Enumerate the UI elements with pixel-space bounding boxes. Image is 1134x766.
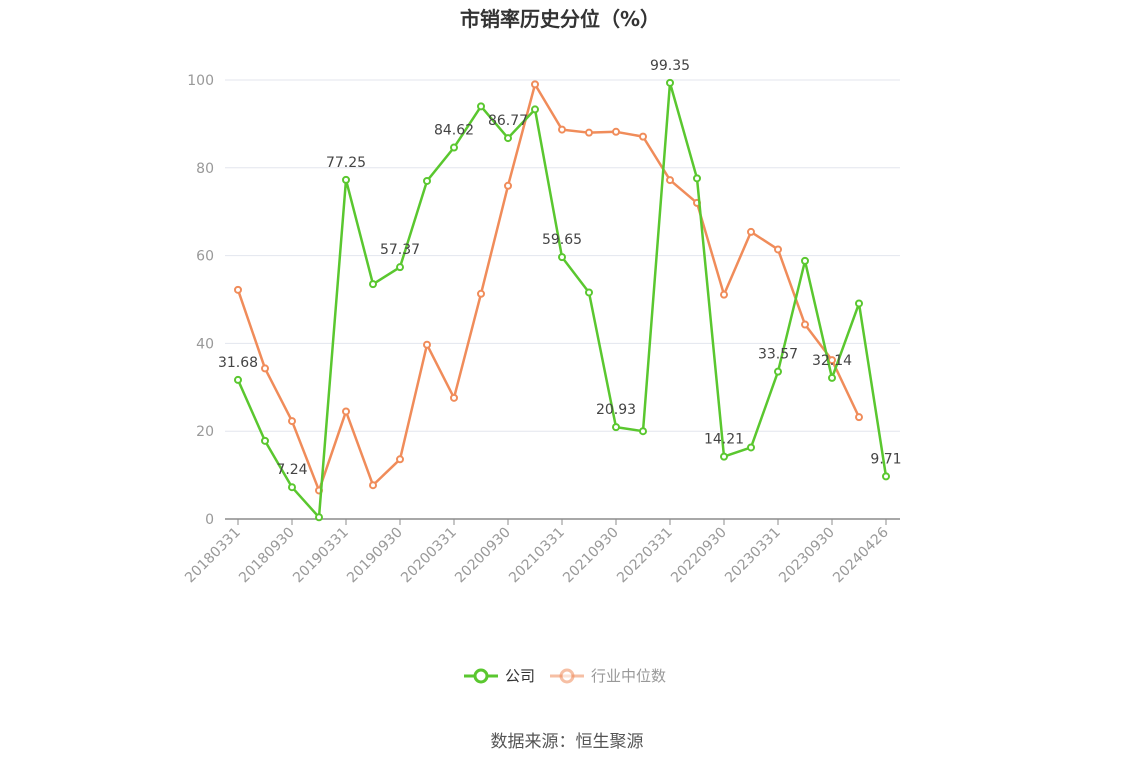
y-tick-label: 80 — [196, 161, 214, 177]
y-tick-label: 100 — [187, 73, 214, 89]
data-point[interactable] — [261, 436, 269, 445]
data-point[interactable] — [585, 288, 593, 297]
series-layer — [234, 78, 890, 522]
data-point[interactable] — [639, 427, 647, 436]
y-axis: 0 20 40 60 80 100 — [187, 73, 214, 528]
data-point[interactable] — [396, 455, 404, 464]
data-label: 59.65 — [542, 232, 582, 248]
data-point[interactable] — [720, 290, 728, 299]
data-point[interactable] — [369, 481, 377, 490]
series-line-1 — [236, 83, 861, 492]
data-point[interactable] — [531, 105, 539, 114]
data-label: 33.57 — [758, 347, 798, 363]
x-tick-label: 20220930 — [668, 525, 730, 587]
x-tick-label: 20210930 — [560, 525, 622, 587]
y-tick-label: 40 — [196, 336, 214, 352]
legend-marker-icon — [559, 668, 575, 684]
data-point[interactable] — [558, 253, 566, 262]
data-point[interactable] — [288, 417, 296, 426]
data-point[interactable] — [558, 125, 566, 134]
data-label: 20.93 — [596, 402, 636, 418]
data-label: 57.37 — [380, 242, 420, 258]
data-point[interactable] — [396, 263, 404, 272]
x-tick-label: 20180930 — [236, 525, 298, 587]
data-point[interactable] — [504, 134, 512, 143]
y-tick-label: 20 — [196, 424, 214, 440]
data-point[interactable] — [666, 176, 674, 185]
legend[interactable]: 公司 行业中位数 — [464, 667, 666, 685]
data-point[interactable] — [234, 375, 242, 384]
legend-item-industry[interactable]: 行业中位数 — [550, 667, 666, 685]
x-tick-label: 20230930 — [776, 525, 838, 587]
x-tick-label: 20200331 — [398, 525, 460, 587]
legend-item-company[interactable]: 公司 — [464, 667, 535, 685]
data-point[interactable] — [693, 174, 701, 183]
data-point[interactable] — [234, 285, 242, 294]
data-point[interactable] — [747, 227, 755, 236]
data-point[interactable] — [585, 128, 593, 137]
data-point[interactable] — [855, 299, 863, 308]
x-tick-label: 20190930 — [344, 525, 406, 587]
data-label: 77.25 — [326, 155, 366, 171]
data-label: 9.71 — [870, 451, 901, 467]
data-point[interactable] — [531, 80, 539, 89]
data-point[interactable] — [288, 483, 296, 492]
data-label: 31.68 — [218, 355, 258, 371]
x-tick-label: 20190331 — [290, 525, 352, 587]
data-point[interactable] — [774, 367, 782, 376]
legend-label-company: 公司 — [505, 667, 535, 685]
data-point[interactable] — [261, 364, 269, 373]
data-label: 7.24 — [276, 462, 307, 478]
y-tick-label: 0 — [205, 512, 214, 528]
data-point[interactable] — [504, 181, 512, 190]
legend-marker-icon — [473, 668, 489, 684]
data-point[interactable] — [477, 289, 485, 298]
x-tick-label: 20230331 — [722, 525, 784, 587]
data-point[interactable] — [342, 407, 350, 416]
data-point[interactable] — [369, 280, 377, 289]
x-tick-label: 20210331 — [506, 525, 568, 587]
data-point[interactable] — [639, 132, 647, 141]
data-label: 32.14 — [812, 353, 852, 369]
data-point[interactable] — [801, 256, 809, 265]
data-point[interactable] — [666, 78, 674, 87]
series-line-0 — [236, 81, 888, 519]
legend-label-industry: 行业中位数 — [591, 667, 666, 685]
data-point[interactable] — [855, 413, 863, 422]
data-point[interactable] — [450, 393, 458, 402]
y-tick-label: 60 — [196, 249, 214, 265]
x-tick-label: 20180331 — [182, 525, 244, 587]
data-point[interactable] — [828, 373, 836, 382]
data-point[interactable] — [882, 472, 890, 481]
data-label: 99.35 — [650, 58, 690, 74]
data-label: 14.21 — [704, 432, 744, 448]
data-label: 84.62 — [434, 123, 474, 139]
x-tick-label: 20220331 — [614, 525, 676, 587]
data-point[interactable] — [612, 127, 620, 136]
data-labels: 31.68 7.24 77.25 57.37 84.62 86.77 59.65 20.93 9… — [218, 58, 902, 478]
data-point[interactable] — [450, 143, 458, 152]
x-axis: 2018033120180930201903312019093020200331… — [182, 518, 900, 587]
data-point[interactable] — [774, 245, 782, 254]
x-tick-label: 20200930 — [452, 525, 514, 587]
data-point[interactable] — [315, 513, 323, 522]
data-point[interactable] — [477, 102, 485, 111]
chart-title: 市销率历史分位（%） — [460, 7, 660, 31]
data-point[interactable] — [423, 176, 431, 185]
data-point[interactable] — [612, 423, 620, 432]
data-source: 数据来源：恒生聚源 — [491, 732, 644, 752]
data-point[interactable] — [423, 340, 431, 349]
data-point[interactable] — [801, 320, 809, 329]
data-label: 86.77 — [488, 113, 528, 129]
data-point[interactable] — [747, 443, 755, 452]
data-point[interactable] — [720, 452, 728, 461]
x-tick-label: 20240426 — [830, 524, 892, 586]
data-point[interactable] — [342, 175, 350, 184]
